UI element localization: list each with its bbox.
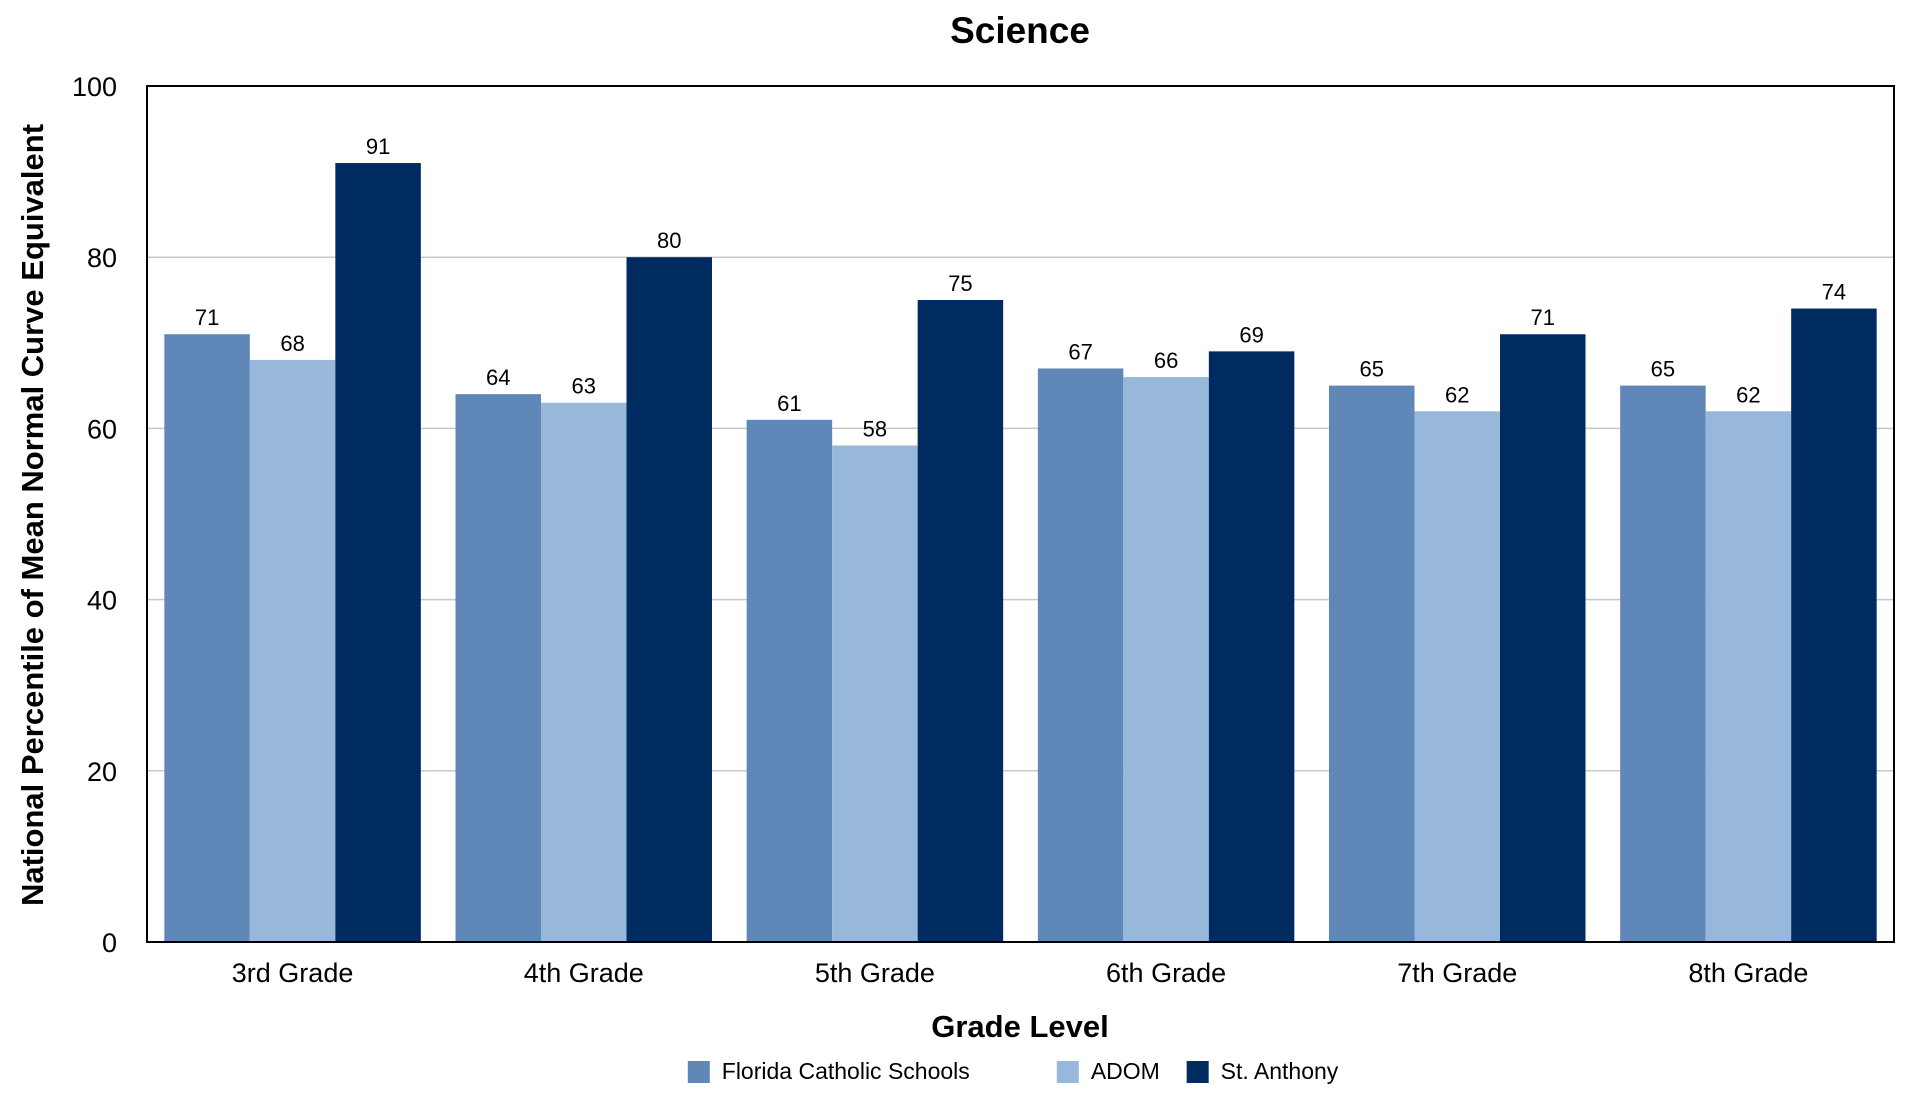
bar (746, 419, 833, 943)
bars (164, 163, 1877, 943)
bar (626, 257, 712, 942)
data-label: 61 (777, 391, 801, 416)
y-tick-label: 20 (87, 757, 117, 787)
legend: Florida Catholic Schools ADOM St. Anthony (687, 1058, 1339, 1084)
bar (832, 445, 918, 942)
data-label: 58 (863, 417, 887, 442)
gridlines (147, 256, 1894, 772)
legend-swatch (687, 1061, 710, 1083)
x-tick-label: 3rd Grade (232, 958, 354, 988)
bar (1123, 377, 1209, 942)
y-tick-label: 80 (87, 243, 117, 273)
data-label: 64 (486, 365, 510, 390)
data-label: 80 (657, 228, 681, 253)
data-label: 67 (1068, 339, 1092, 364)
data-labels: 71 68 91 64 63 80 61 58 75 67 66 69 65 62 71 65 62 74 (195, 134, 1846, 441)
data-label: 68 (280, 331, 304, 356)
bar (455, 394, 541, 942)
bar (164, 334, 250, 942)
x-tick-label: 5th Grade (815, 958, 935, 988)
x-tick-label: 4th Grade (524, 958, 644, 988)
data-label: 91 (366, 134, 390, 159)
x-axis-title: Grade Level (931, 1009, 1108, 1044)
data-label: 69 (1239, 322, 1263, 347)
y-tick-label: 60 (87, 414, 117, 444)
bar (249, 359, 336, 942)
y-tick-label: 0 (102, 928, 117, 958)
bar (1620, 385, 1706, 943)
bar (1329, 385, 1415, 943)
data-label: 65 (1360, 357, 1384, 382)
chart-title: Science (950, 10, 1090, 51)
x-tick-label: 7th Grade (1397, 958, 1517, 988)
bar (1705, 411, 1792, 942)
x-axis-ticks: 3rd Grade 4th Grade 5th Grade 6th Grade 7th … (232, 958, 1809, 988)
data-label: 75 (948, 271, 972, 296)
bar (1414, 411, 1500, 942)
y-tick-label: 40 (87, 586, 117, 616)
legend-swatch (1056, 1061, 1079, 1083)
data-label: 66 (1154, 348, 1178, 373)
bar (541, 402, 627, 943)
legend-label: St. Anthony (1221, 1058, 1339, 1084)
bar (335, 163, 421, 943)
x-tick-label: 8th Grade (1688, 958, 1808, 988)
y-axis-ticks: 0 20 40 60 80 100 (72, 72, 117, 958)
y-axis-title: National Percentile of Mean Normal Curve… (15, 124, 50, 906)
bar (1791, 308, 1877, 942)
data-label: 62 (1736, 382, 1760, 407)
legend-label: Florida Catholic Schools (722, 1058, 970, 1084)
data-label: 71 (1531, 305, 1555, 330)
legend-label: ADOM (1091, 1058, 1160, 1084)
data-label: 62 (1445, 382, 1469, 407)
bar (1500, 334, 1586, 942)
x-tick-label: 6th Grade (1106, 958, 1226, 988)
legend-swatch (1186, 1061, 1209, 1083)
data-label: 63 (572, 374, 596, 399)
data-label: 74 (1822, 280, 1846, 305)
data-label: 71 (195, 305, 219, 330)
bar (1037, 368, 1124, 943)
data-label: 65 (1651, 357, 1675, 382)
y-tick-label: 100 (72, 72, 117, 102)
bar (1208, 351, 1295, 942)
bar (917, 300, 1004, 942)
plot-frame (146, 85, 1895, 943)
